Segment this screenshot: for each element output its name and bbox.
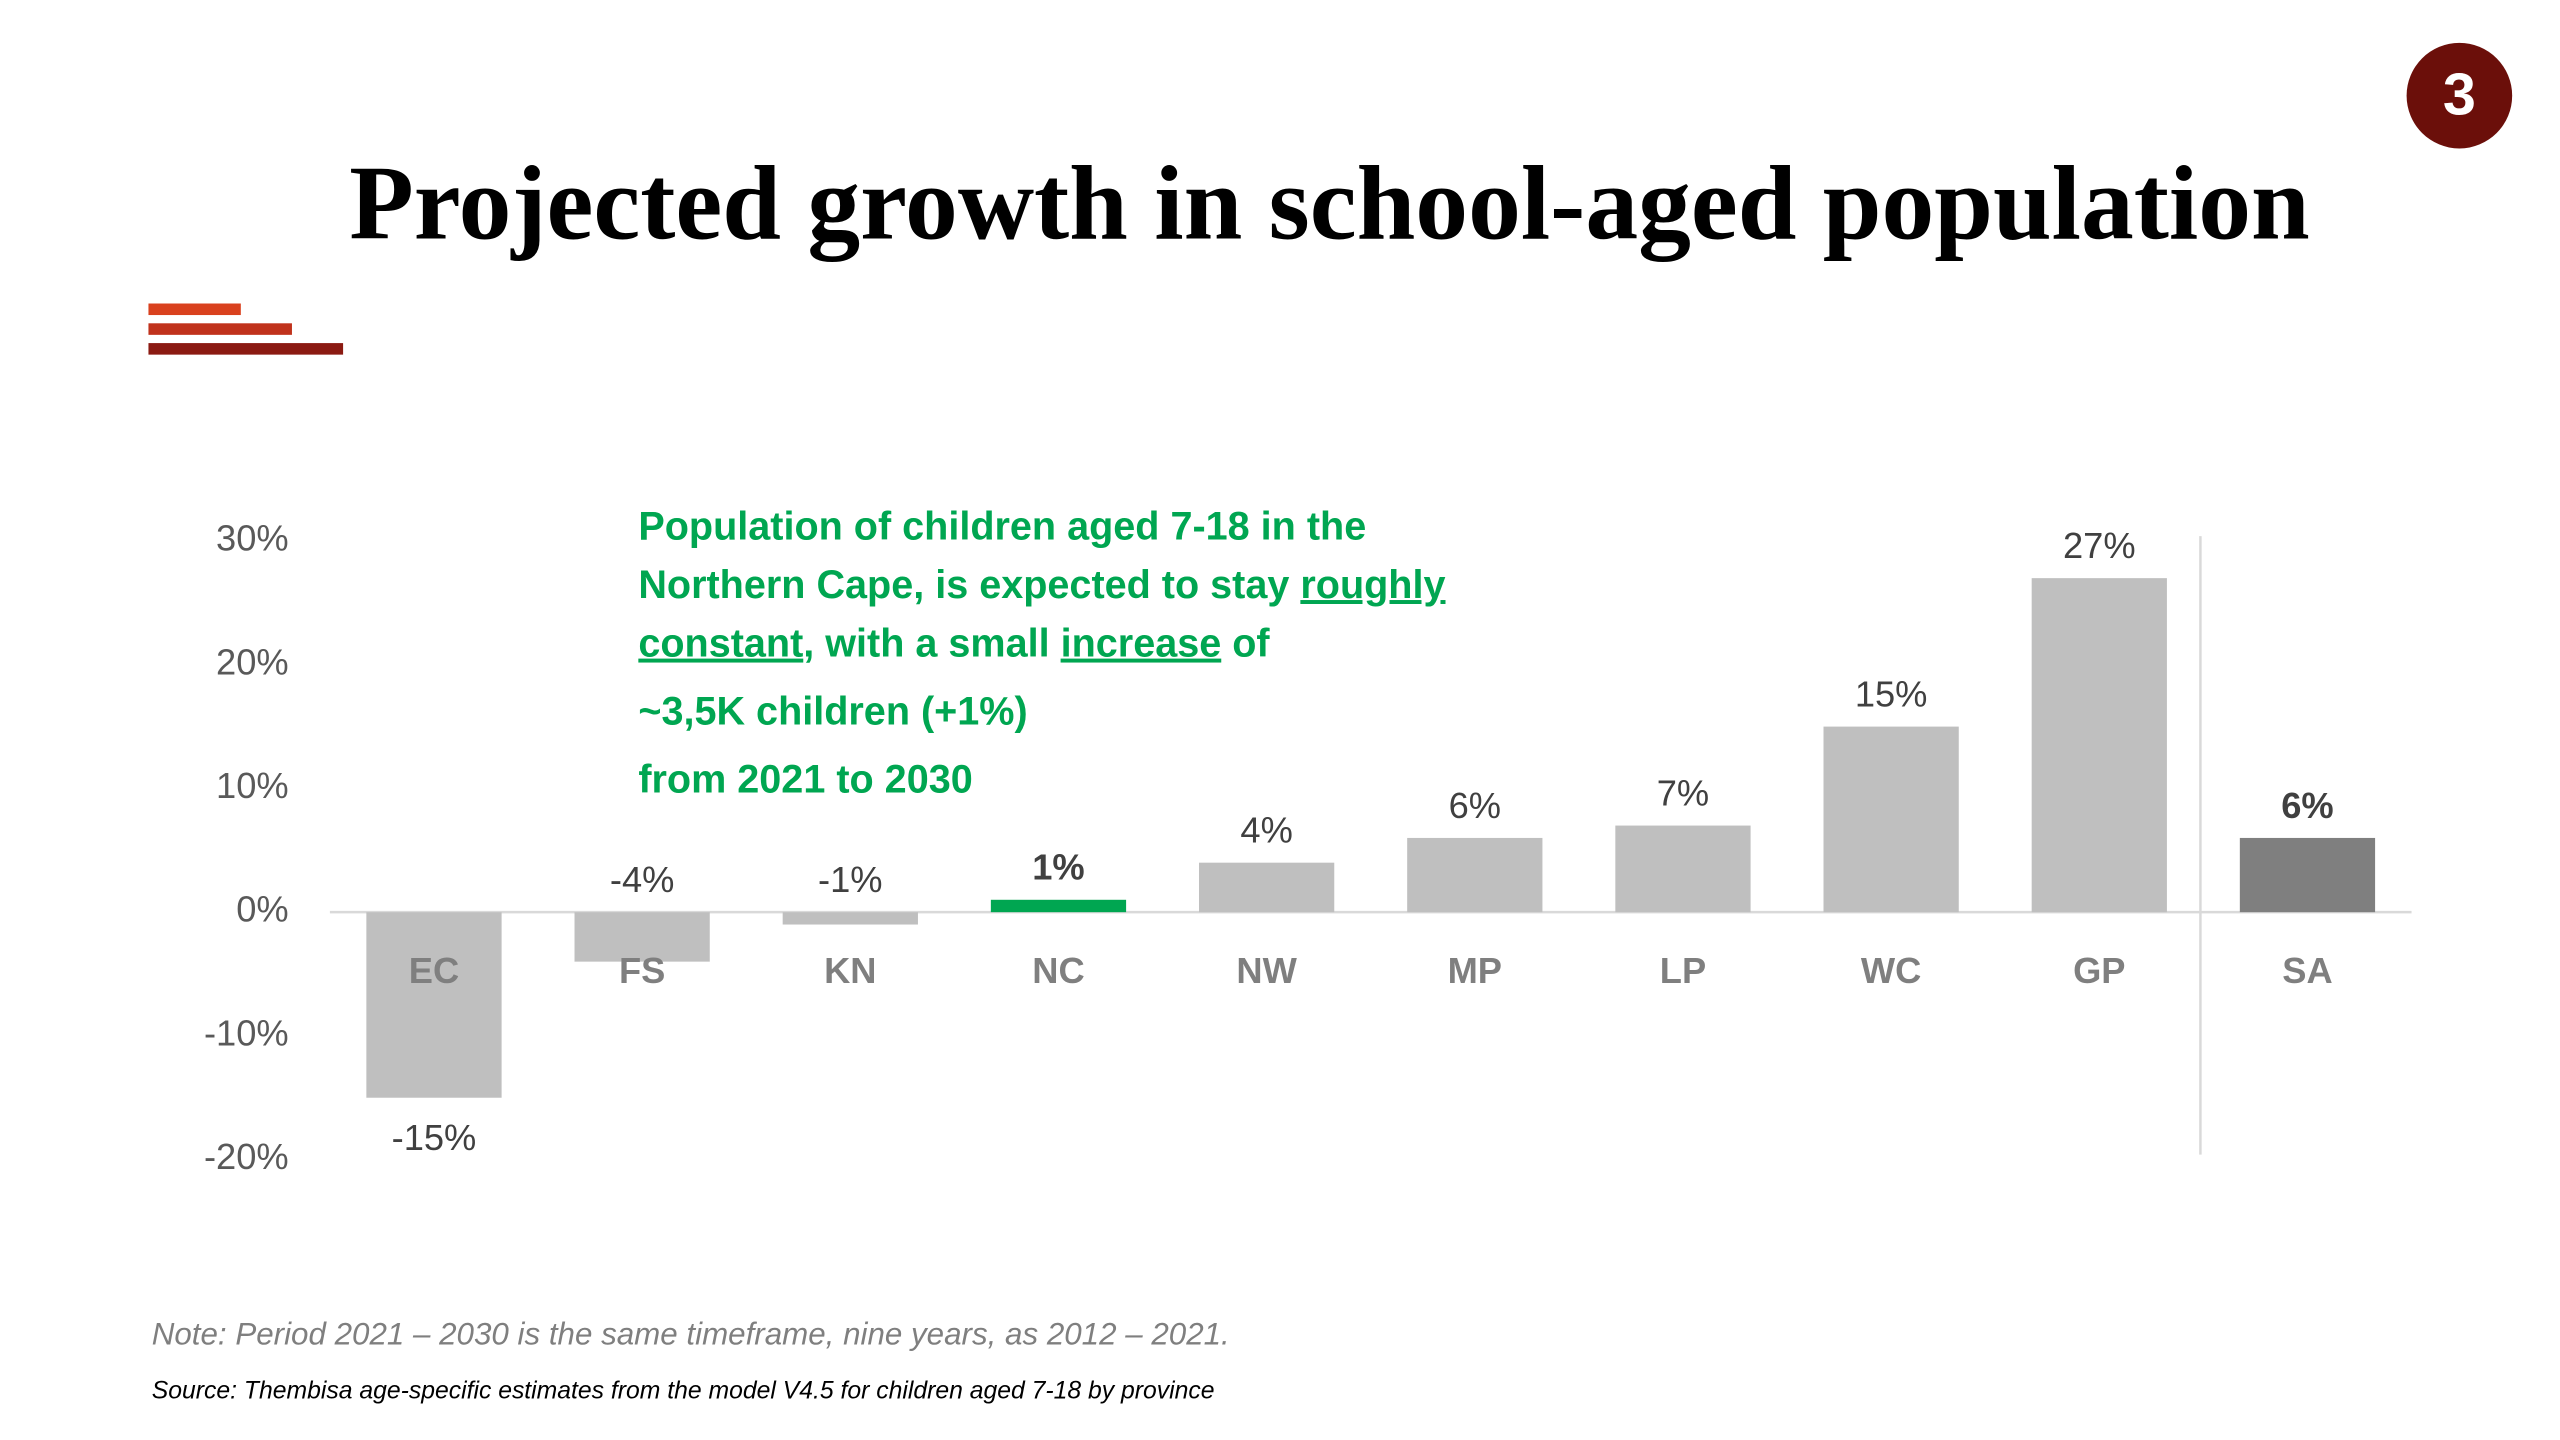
bar bbox=[990, 899, 1127, 913]
value-label: 6% bbox=[1449, 785, 1501, 826]
x-tick-label: NW bbox=[1236, 950, 1297, 991]
value-label: -1% bbox=[818, 859, 883, 900]
bar bbox=[366, 912, 502, 1098]
annotation-segment: constant bbox=[638, 622, 803, 666]
bar bbox=[782, 912, 918, 925]
x-tick-label: NC bbox=[1032, 950, 1084, 991]
annotation-segment: of bbox=[1221, 622, 1270, 666]
source: Source: Thembisa age-specific estimates … bbox=[152, 1378, 1215, 1405]
x-tick-label: WC bbox=[1861, 950, 1921, 991]
x-tick-label: GP bbox=[2073, 950, 2125, 991]
badge bbox=[2406, 42, 2513, 149]
y-tick-label: 30% bbox=[216, 518, 289, 559]
value-label: 1% bbox=[1032, 847, 1084, 888]
annotation-segment: roughly bbox=[1300, 563, 1445, 607]
y-tick-label: 0% bbox=[236, 889, 288, 930]
decor-bar bbox=[148, 343, 344, 355]
note: Note: Period 2021 – 2030 is the same tim… bbox=[152, 1316, 1230, 1351]
y-tick-label: -10% bbox=[204, 1012, 289, 1053]
x-tick-label: LP bbox=[1660, 950, 1706, 991]
value-label: 7% bbox=[1657, 772, 1709, 813]
bar bbox=[1615, 825, 1751, 913]
annotation-line: Population of children aged 7-18 in the bbox=[638, 505, 1366, 549]
chart-title: Projected growth in school-aged populati… bbox=[349, 145, 2310, 262]
bar bbox=[574, 912, 710, 962]
bar bbox=[2031, 578, 2167, 913]
value-label: 6% bbox=[2281, 785, 2333, 826]
bar bbox=[1407, 837, 1543, 913]
bar bbox=[1199, 862, 1335, 913]
bar bbox=[2239, 837, 2376, 913]
value-label: -4% bbox=[610, 859, 675, 900]
x-tick-label: EC bbox=[409, 950, 459, 991]
annotation-segment: Northern Cape, is expected to stay bbox=[638, 563, 1300, 607]
annotation-line: Northern Cape, is expected to stay rough… bbox=[638, 563, 1445, 607]
annotation-segment: , with a small bbox=[803, 622, 1060, 666]
value-label: 27% bbox=[2063, 525, 2136, 566]
annotation-segment: Population of children aged 7-18 in the bbox=[638, 505, 1366, 549]
value-label: 15% bbox=[1855, 673, 1928, 714]
y-tick-label: 20% bbox=[216, 641, 289, 682]
annotation-highlight: ~3,5K children (+1%) bbox=[638, 690, 1027, 734]
x-tick-label: SA bbox=[2282, 950, 2332, 991]
y-tick-label: -20% bbox=[204, 1136, 289, 1177]
badge-number: 3 bbox=[2443, 61, 2476, 128]
y-tick-label: 10% bbox=[216, 765, 289, 806]
decor-bar bbox=[148, 303, 241, 316]
annotation-segment: increase bbox=[1061, 622, 1222, 666]
value-label: 4% bbox=[1240, 810, 1292, 851]
x-tick-label: MP bbox=[1448, 950, 1502, 991]
x-tick-label: KN bbox=[824, 950, 876, 991]
value-label: -15% bbox=[392, 1117, 477, 1158]
decor-bar bbox=[148, 323, 292, 335]
x-tick-label: FS bbox=[619, 950, 665, 991]
annotation-footer: from 2021 to 2030 bbox=[638, 757, 972, 801]
annotation-line: constant, with a small increase of bbox=[638, 622, 1270, 666]
bar bbox=[1823, 726, 1959, 913]
